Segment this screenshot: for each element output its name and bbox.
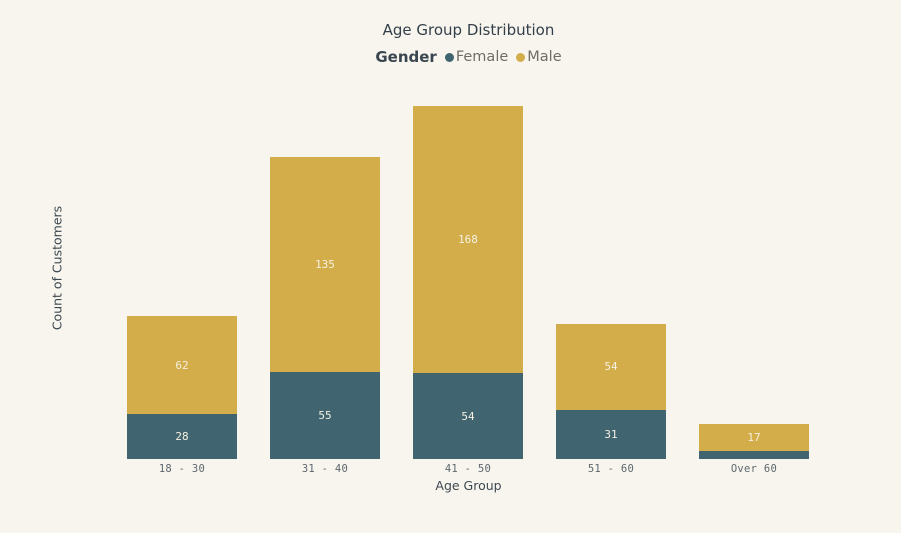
bar-segment-male-51-60[interactable]: 54 bbox=[556, 323, 666, 410]
x-tick-label-41-50: 41 - 50 bbox=[444, 463, 492, 475]
bar-segment-female-31-40[interactable]: 55 bbox=[270, 371, 380, 459]
legend-item-female[interactable]: Female bbox=[444, 49, 509, 65]
bar-segment-male-over-60[interactable]: 17 bbox=[699, 424, 809, 452]
legend-title: Gender bbox=[375, 48, 437, 66]
bar-segment-male-31-40[interactable]: 135 bbox=[270, 156, 380, 372]
x-tick-label-31-40: 31 - 40 bbox=[301, 463, 349, 475]
bar-value-label: 62 bbox=[175, 358, 189, 372]
bar-value-label: 17 bbox=[747, 431, 761, 445]
bar-31-40: 135 55 bbox=[270, 156, 380, 459]
bar-segment-female-18-30[interactable]: 28 bbox=[127, 414, 237, 459]
bar-over-60: 17 bbox=[699, 424, 809, 459]
bar-18-30: 62 28 bbox=[127, 315, 237, 459]
y-axis-title: Count of Customers bbox=[49, 205, 65, 331]
bar-value-label: 28 bbox=[175, 430, 189, 444]
legend-item-male[interactable]: Male bbox=[516, 49, 562, 65]
bar-value-label: 54 bbox=[461, 409, 475, 423]
legend-dot-female bbox=[444, 52, 454, 62]
bar-segment-male-41-50[interactable]: 168 bbox=[413, 105, 523, 374]
x-axis-title: Age Group bbox=[435, 478, 502, 493]
bar-value-label: 54 bbox=[604, 360, 618, 374]
legend-item-label: Male bbox=[527, 49, 562, 65]
bar-segment-female-51-60[interactable]: 31 bbox=[556, 409, 666, 459]
bar-value-label: 31 bbox=[604, 427, 618, 441]
chart-title: Age Group Distribution bbox=[382, 21, 555, 39]
legend-dot-male bbox=[516, 52, 526, 62]
bar-value-label: 168 bbox=[458, 233, 478, 247]
bar-value-label: 135 bbox=[315, 257, 335, 271]
bar-51-60: 54 31 bbox=[556, 323, 666, 459]
x-axis-ticks: 18 - 30 31 - 40 41 - 50 51 - 60 Over 60 bbox=[127, 463, 809, 475]
bar-segment-male-18-30[interactable]: 62 bbox=[127, 315, 237, 415]
x-tick-label-51-60: 51 - 60 bbox=[587, 463, 635, 475]
bar-segment-female-over-60[interactable] bbox=[699, 451, 809, 459]
legend-item-label: Female bbox=[455, 49, 509, 65]
bar-41-50: 168 54 bbox=[413, 105, 523, 459]
x-tick-label-18-30: 18 - 30 bbox=[158, 463, 206, 475]
x-tick-label-over-60: Over 60 bbox=[730, 463, 778, 475]
bar-segment-female-41-50[interactable]: 54 bbox=[413, 373, 523, 459]
bar-value-label: 55 bbox=[318, 408, 332, 422]
legend: Gender Female Male bbox=[127, 48, 810, 66]
plot-area: 62 28 135 55 168 54 54 31 17 bbox=[127, 90, 809, 459]
